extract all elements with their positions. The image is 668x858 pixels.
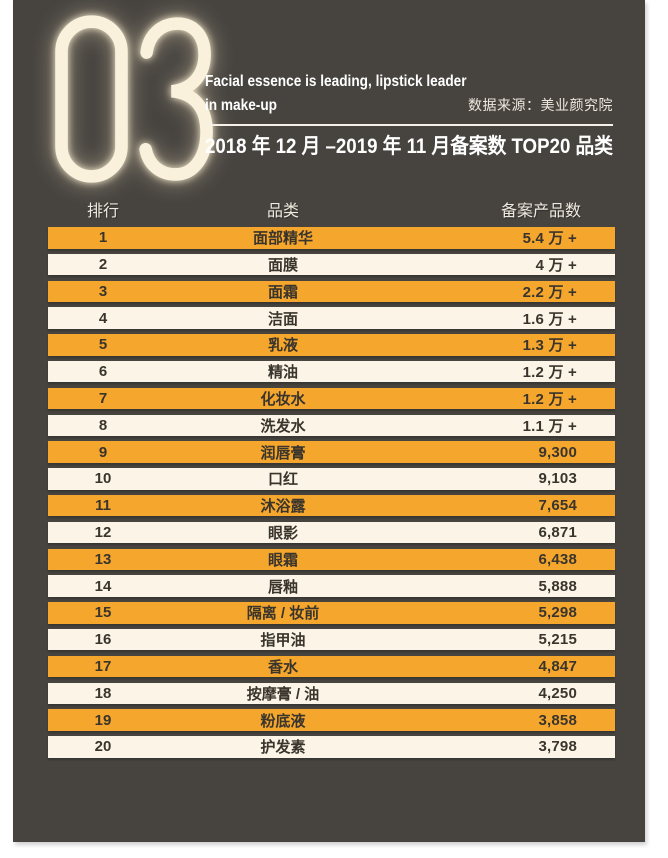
table-row: 17 香水 4,847 bbox=[48, 655, 615, 678]
column-header-rank: 排行 bbox=[86, 203, 119, 220]
table-row: 7 化妆水 1.2 万 + bbox=[48, 387, 615, 410]
rank-cell: 19 bbox=[94, 711, 112, 729]
rank-cell: 2 bbox=[98, 256, 108, 274]
ranking-table: 排行 品类 备案产品数 1 面部精华 5.4 万 + 2 面膜 4 万 + bbox=[48, 197, 615, 763]
category-cell: 唇釉 bbox=[267, 578, 298, 596]
table-row: 3 面霜 2.2 万 + bbox=[48, 280, 615, 303]
table-row: 4 洁面 1.6 万 + bbox=[48, 307, 615, 329]
rank-cell: 20 bbox=[94, 738, 112, 756]
table-row: 10 口红 9,103 bbox=[48, 468, 615, 490]
category-cell: 面膜 bbox=[267, 257, 298, 275]
rank-cell: 6 bbox=[98, 363, 108, 381]
count-cell: 5.4 万 + bbox=[522, 230, 577, 248]
category-cell: 沐浴露 bbox=[260, 498, 306, 516]
table-row: 6 精油 1.2 万 + bbox=[48, 360, 615, 383]
rank-cell: 16 bbox=[94, 631, 112, 649]
table-row: 1 面部精华 5.4 万 + bbox=[48, 227, 615, 249]
category-cell: 洁面 bbox=[267, 310, 298, 328]
rank-cell: 4 bbox=[98, 309, 108, 327]
category-cell: 香水 bbox=[267, 659, 298, 676]
count-cell: 3,858 bbox=[538, 711, 577, 729]
count-cell: 6,438 bbox=[538, 550, 577, 568]
category-cell: 隔离 / 妆前 bbox=[246, 605, 320, 623]
count-cell: 9,300 bbox=[538, 443, 577, 461]
table-row: 19 粉底液 3,858 bbox=[48, 709, 615, 731]
table-row: 9 润唇膏 9,300 bbox=[48, 441, 615, 463]
rank-cell: 12 bbox=[94, 524, 112, 542]
category-cell: 乳液 bbox=[267, 337, 298, 355]
title-row: Facial essence is leading, lipstick lead… bbox=[205, 70, 613, 118]
count-cell: 1.6 万 + bbox=[522, 310, 577, 328]
header-underline bbox=[205, 124, 613, 126]
table-row: 5 乳液 1.3 万 + bbox=[48, 334, 615, 356]
rank-cell: 7 bbox=[98, 390, 108, 408]
section-number: 03 bbox=[51, 12, 219, 188]
count-cell: 1.2 万 + bbox=[522, 391, 577, 409]
subtitle-english-line1: Facial essence is leading, lipstick lead… bbox=[205, 73, 467, 90]
table-header-row: 排行 品类 备案产品数 bbox=[48, 197, 615, 221]
subtitle-english-line2: in make-up bbox=[205, 97, 278, 114]
rank-cell: 11 bbox=[95, 497, 111, 515]
category-cell: 指甲油 bbox=[260, 632, 306, 650]
count-cell: 1.2 万 + bbox=[522, 364, 577, 382]
data-source-label: 数据来源：美业颜究院 bbox=[468, 97, 613, 113]
category-cell: 护发素 bbox=[260, 739, 306, 757]
table-row: 14 唇釉 5,888 bbox=[48, 575, 615, 597]
rank-cell: 18 bbox=[94, 684, 112, 702]
rank-cell: 13 bbox=[94, 550, 112, 568]
table-row: 12 眼影 6,871 bbox=[48, 521, 615, 544]
rank-cell: 15 bbox=[94, 604, 112, 622]
rank-cell: 14 bbox=[94, 577, 112, 595]
infographic-panel: 03 Facial essence is leading, lipstick l… bbox=[13, 0, 645, 842]
rank-cell: 9 bbox=[98, 443, 108, 461]
category-cell: 精油 bbox=[267, 364, 298, 382]
category-cell: 面部精华 bbox=[252, 230, 313, 248]
count-cell: 7,654 bbox=[538, 497, 577, 515]
count-cell: 5,888 bbox=[538, 577, 577, 595]
count-cell: 1.1 万 + bbox=[522, 417, 577, 435]
rank-cell: 8 bbox=[98, 416, 108, 434]
count-cell: 2.2 万 + bbox=[522, 283, 577, 301]
header-block: Facial essence is leading, lipstick lead… bbox=[205, 70, 613, 160]
column-header-count: 备案产品数 bbox=[500, 203, 581, 220]
table-row: 2 面膜 4 万 + bbox=[48, 253, 615, 276]
category-cell: 按摩膏 / 油 bbox=[246, 685, 320, 703]
rank-cell: 5 bbox=[98, 336, 108, 354]
category-cell: 眼霜 bbox=[267, 551, 298, 569]
table-row: 11 沐浴露 7,654 bbox=[48, 494, 615, 517]
category-cell: 化妆水 bbox=[260, 391, 306, 409]
category-cell: 面霜 bbox=[267, 283, 298, 301]
count-cell: 1.3 万 + bbox=[522, 337, 577, 355]
count-cell: 4,250 bbox=[538, 684, 577, 702]
count-cell: 4,847 bbox=[538, 658, 577, 675]
table-row: 20 护发素 3,798 bbox=[48, 736, 615, 758]
table-row: 18 按摩膏 / 油 4,250 bbox=[48, 682, 615, 705]
neon-digits-03 bbox=[55, 15, 213, 183]
ranking-table-body: 1 面部精华 5.4 万 + 2 面膜 4 万 + 3 面霜 2.2 万 + bbox=[48, 227, 615, 758]
category-cell: 润唇膏 bbox=[260, 444, 306, 462]
category-cell: 眼影 bbox=[267, 525, 298, 543]
table-row: 8 洗发水 1.1 万 + bbox=[48, 414, 615, 437]
count-cell: 6,871 bbox=[538, 524, 577, 542]
rank-cell: 1 bbox=[98, 229, 108, 247]
count-cell: 5,215 bbox=[538, 631, 577, 649]
rank-cell: 17 bbox=[94, 658, 112, 675]
count-cell: 4 万 + bbox=[535, 257, 577, 275]
subtitle-english: Facial essence is leading, lipstick lead… bbox=[205, 70, 564, 118]
category-cell: 洗发水 bbox=[260, 417, 306, 435]
column-header-category: 品类 bbox=[266, 203, 299, 220]
table-row: 16 指甲油 5,215 bbox=[48, 628, 615, 651]
category-cell: 粉底液 bbox=[260, 712, 306, 730]
page-title: 2018 年 12 月 –2019 年 11 月备案数 TOP20 品类 bbox=[205, 135, 613, 158]
count-cell: 9,103 bbox=[538, 470, 577, 488]
category-cell: 口红 bbox=[267, 471, 298, 489]
rank-cell: 10 bbox=[94, 470, 112, 488]
table-row: 15 隔离 / 妆前 5,298 bbox=[48, 602, 615, 624]
count-cell: 3,798 bbox=[538, 738, 577, 756]
count-cell: 5,298 bbox=[538, 604, 577, 622]
rank-cell: 3 bbox=[98, 282, 108, 300]
table-row: 13 眼霜 6,438 bbox=[48, 548, 615, 571]
